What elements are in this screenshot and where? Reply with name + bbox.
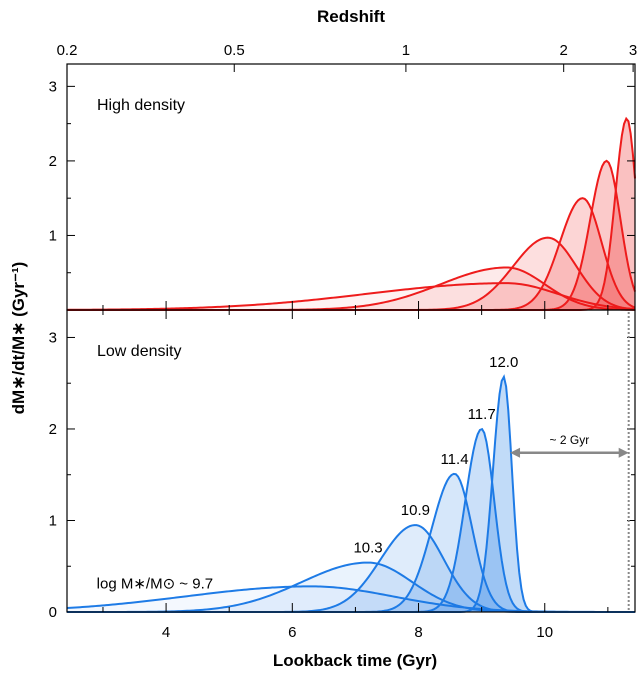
interval-arrow-left-head xyxy=(510,447,521,458)
x-tick-label: 6 xyxy=(288,624,296,641)
y-axis-title: dM∗/dt/M∗ (Gyr⁻¹) xyxy=(9,262,28,415)
panel-low-density: log M∗/M⊙ ~ 9.7 10.3 10.9 11.4 11.7 12.0 0 1 2 3 L… xyxy=(49,309,636,621)
top-tick-label: 2 xyxy=(560,42,568,59)
series-area xyxy=(67,562,635,612)
series-area xyxy=(67,160,635,310)
top-axis-title: Redshift xyxy=(317,7,385,26)
series-area xyxy=(67,198,635,310)
interval-arrow-right-head xyxy=(618,447,629,458)
y-tick-label: 2 xyxy=(49,421,57,438)
series-area xyxy=(67,376,635,612)
mass-label: 10.3 xyxy=(353,540,382,557)
mass-label: log M∗/M⊙ ~ 9.7 xyxy=(97,576,213,593)
interval-annotation: ~ 2 Gyr xyxy=(550,433,590,447)
top-tick-label: 3 xyxy=(629,42,637,59)
series-area xyxy=(67,267,635,310)
y-tick-label: 2 xyxy=(49,153,57,170)
y-tick-label: 3 xyxy=(49,329,57,346)
panel-label: Low density xyxy=(97,343,182,360)
series-area xyxy=(67,586,635,612)
series-area xyxy=(67,429,635,612)
series-area xyxy=(67,237,635,310)
x-tick-label: 4 xyxy=(162,624,170,641)
panel-label: High density xyxy=(97,97,185,114)
y-tick-label: 3 xyxy=(49,78,57,95)
panel-frame xyxy=(66,309,636,613)
panel-high-density: 1 2 3 High density xyxy=(49,63,636,319)
x-tick-label: 8 xyxy=(414,624,422,641)
x-tick-label: 10 xyxy=(536,624,553,641)
top-tick-label: 1 xyxy=(402,42,410,59)
mass-label: 10.9 xyxy=(401,502,430,519)
y-tick-label: 0 xyxy=(49,604,57,621)
mass-label: 12.0 xyxy=(489,354,518,371)
top-tick-label: 0.2 xyxy=(57,42,78,59)
y-tick-label: 1 xyxy=(49,512,57,529)
mass-label: 11.4 xyxy=(440,451,468,468)
top-tick-label: 0.5 xyxy=(224,42,245,59)
mass-label: 11.7 xyxy=(468,406,496,423)
x-axis-title: Lookback time (Gyr) xyxy=(273,651,437,670)
y-tick-label: 1 xyxy=(49,227,57,244)
